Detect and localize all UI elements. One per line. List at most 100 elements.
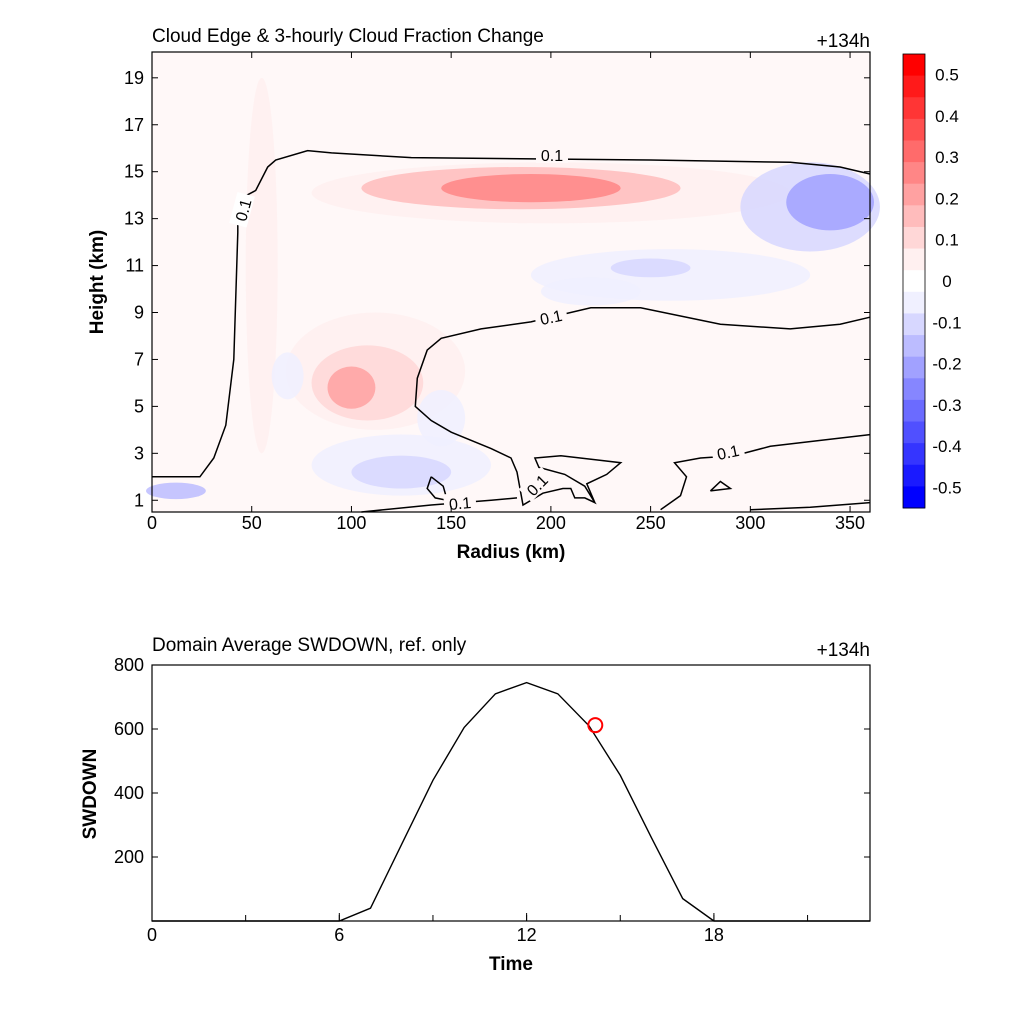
colorbar-swatch — [903, 54, 925, 77]
colorbar-label: 0.5 — [935, 66, 959, 85]
line-chart-y-ticks: 200 400 600 800 — [114, 655, 870, 867]
y-tick-label: 19 — [124, 68, 144, 88]
colorbar-swatch — [903, 183, 925, 206]
heatmap-contour-labels: 0.1 0.1 0.1 0.1 0.1 — [229, 145, 746, 514]
heatmap-x-axis-label: Radius (km) — [457, 542, 566, 563]
line-chart-x-ticks: 0 6 12 18 — [147, 913, 809, 945]
colorbar-swatch — [903, 162, 925, 185]
colorbar-label: -0.4 — [932, 437, 961, 456]
colorbar-swatch — [903, 226, 925, 250]
y-tick-label: 17 — [124, 115, 144, 135]
colorbar-swatch — [903, 464, 925, 487]
contour-line-5 — [709, 480, 733, 492]
x-tick-label: 350 — [835, 513, 865, 533]
heatmap-y-axis-label: Height (km) — [87, 230, 108, 335]
svg-text:0.1: 0.1 — [233, 197, 255, 223]
colorbar-label: -0.1 — [932, 313, 961, 332]
contour-line-0 — [152, 149, 871, 478]
colorbar-swatch — [903, 486, 925, 509]
anomaly-patch-10 — [540, 277, 641, 306]
anomaly-patch-0 — [441, 174, 621, 203]
line-chart-x-axis-label: Time — [489, 954, 533, 975]
contour-line-2 — [426, 476, 449, 502]
cloud-fraction-panel: Cloud Edge & 3-hourly Cloud Fraction Cha… — [87, 26, 880, 563]
y-tick-label: 5 — [134, 396, 144, 416]
colorbar-swatch — [903, 378, 925, 401]
colorbar-labels: 0.5 0.4 0.3 0.2 0.1 0 -0.1 -0.2 -0.3 -0.4 -0.5 — [932, 66, 961, 498]
line-chart-y-axis-label: SWDOWN — [80, 749, 101, 840]
colorbar-swatch — [903, 248, 925, 271]
y-tick-label: 3 — [134, 443, 144, 463]
swdown-panel: Domain Average SWDOWN, ref. only +134h 0… — [80, 635, 871, 975]
colorbar-label: -0.5 — [932, 478, 961, 497]
anomaly-patch-6 — [245, 77, 278, 454]
y-tick-label: 9 — [134, 303, 144, 323]
colorbar-swatch — [903, 421, 925, 444]
colorbar-swatch — [903, 118, 925, 141]
svg-text:0.1: 0.1 — [541, 148, 563, 165]
anomaly-patch-15 — [146, 482, 206, 500]
colorbar-swatch — [903, 205, 925, 228]
contour-label-2: 0.1 — [229, 191, 256, 228]
colorbar-label: 0.2 — [935, 189, 959, 208]
contour-line-6 — [750, 501, 871, 511]
line-chart-title: Domain Average SWDOWN, ref. only — [152, 635, 467, 656]
colorbar-swatch — [903, 140, 925, 163]
colorbar-swatch — [903, 356, 925, 379]
x-tick-label: 50 — [242, 513, 262, 533]
x-tick-label: 100 — [336, 513, 366, 533]
colorbar-swatch — [903, 313, 925, 336]
anomaly-patch-7 — [786, 174, 874, 231]
heatmap-title: Cloud Edge & 3-hourly Cloud Fraction Cha… — [152, 26, 544, 47]
y-tick-label: 200 — [114, 847, 144, 867]
colorbar-swatch — [903, 75, 925, 98]
contour-label-6: 0.1 — [443, 491, 477, 514]
y-tick-label: 7 — [134, 349, 144, 369]
line-chart-frame — [151, 664, 871, 922]
colorbar-label: 0.1 — [935, 231, 959, 250]
y-tick-label: 800 — [114, 655, 144, 675]
x-tick-label: 150 — [436, 513, 466, 533]
current-time-marker — [587, 717, 604, 734]
colorbar-label: 0.4 — [935, 107, 959, 126]
svg-text:0.1: 0.1 — [539, 308, 564, 329]
x-tick-label: 200 — [536, 513, 566, 533]
colorbar-swatch — [903, 335, 925, 358]
svg-text:0.1: 0.1 — [716, 443, 741, 464]
swdown-series-line — [152, 681, 870, 922]
colorbar-label: 0 — [942, 272, 951, 291]
y-tick-label: 1 — [134, 490, 144, 510]
heatmap-anomaly-fields — [146, 77, 880, 500]
colorbar-swatch — [903, 270, 925, 293]
colorbar-label: -0.3 — [932, 396, 961, 415]
svg-text:0.1: 0.1 — [448, 495, 472, 514]
contour-label-4: 0.1 — [710, 438, 746, 464]
y-tick-label: 11 — [125, 256, 144, 276]
anomaly-patch-9 — [610, 258, 691, 278]
anomaly-patch-14 — [417, 389, 466, 447]
x-tick-label: 0 — [147, 513, 157, 533]
x-tick-label: 6 — [334, 925, 344, 945]
anomaly-patch-12 — [351, 455, 452, 489]
contour-label-1: 0.1 — [536, 145, 568, 165]
heatmap-x-ticks: 0 50 100 150 200 250 300 350 — [147, 52, 865, 533]
colorbar-swatch — [903, 97, 925, 120]
line-chart-time-label: +134h — [817, 640, 870, 661]
y-tick-label: 13 — [124, 209, 144, 229]
colorbar: 0.5 0.4 0.3 0.2 0.1 0 -0.1 -0.2 -0.3 -0.4 -0.5 — [902, 53, 962, 509]
anomaly-patch-3 — [327, 366, 376, 409]
colorbar-swatch — [903, 291, 925, 314]
colorbar-swatch — [903, 399, 925, 423]
heatmap-time-label: +134h — [817, 31, 870, 52]
colorbar-label: -0.2 — [932, 355, 961, 374]
x-tick-label: 250 — [636, 513, 666, 533]
x-tick-label: 18 — [704, 925, 724, 945]
y-tick-label: 600 — [114, 719, 144, 739]
contour-label-3: 0.1 — [533, 303, 569, 329]
x-tick-label: 300 — [735, 513, 765, 533]
colorbar-swatch — [903, 443, 925, 466]
x-tick-label: 12 — [517, 925, 537, 945]
colorbar-frame — [902, 53, 926, 509]
